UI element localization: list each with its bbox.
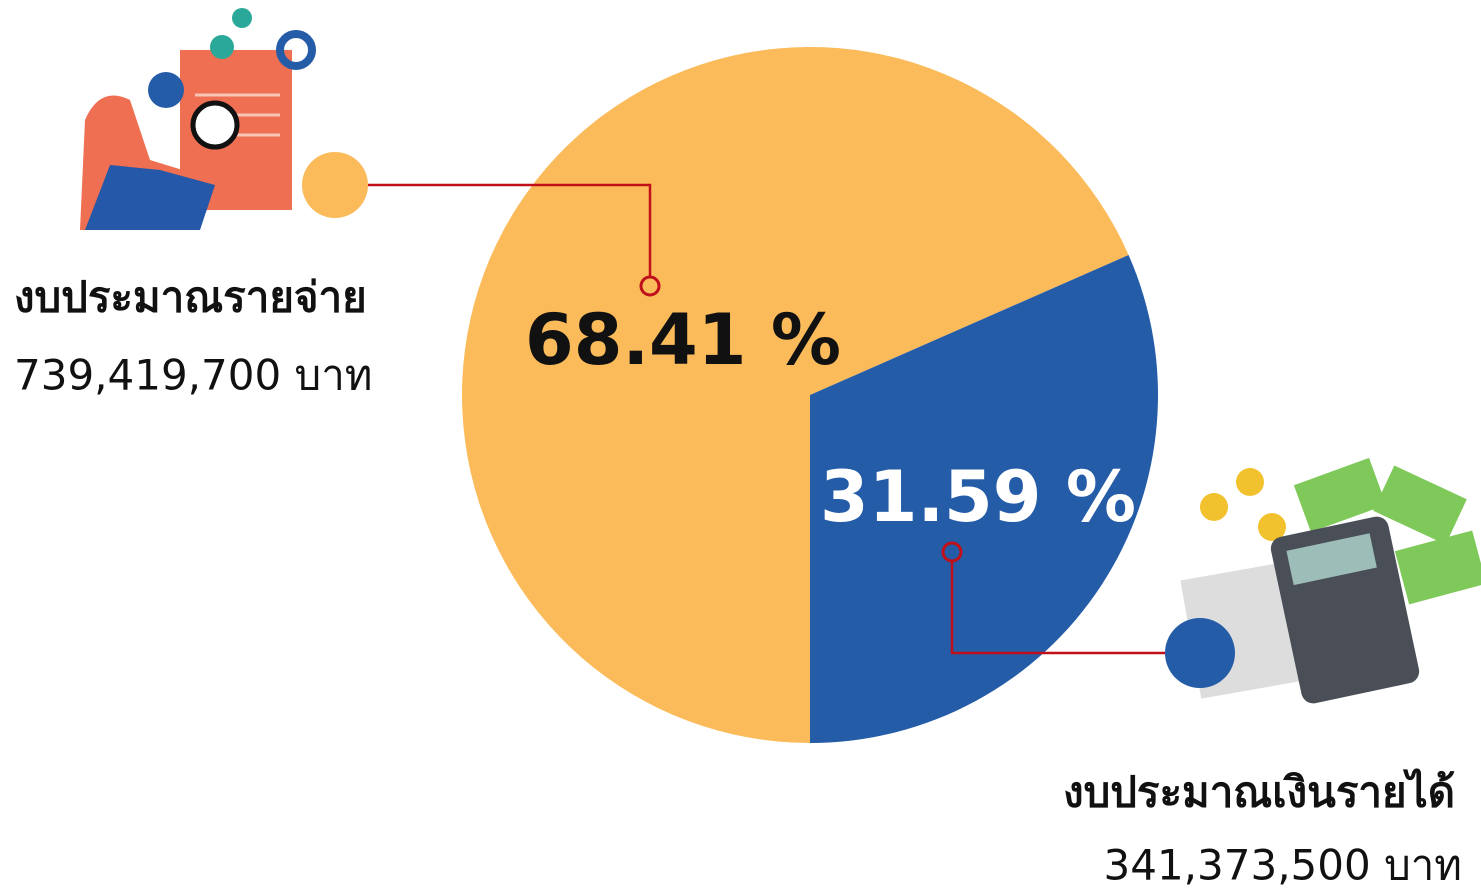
coin — [1236, 468, 1264, 496]
coin — [148, 72, 184, 108]
leader-dot — [1165, 618, 1235, 688]
amount-label: 341,373,500 บาท — [1104, 841, 1462, 890]
category-label: งบประมาณเงินรายได้ — [1063, 768, 1455, 817]
leader-dot — [302, 152, 368, 218]
banknote — [1395, 530, 1481, 604]
magnifier — [193, 103, 237, 147]
coin — [210, 35, 234, 59]
value-label: 68.41 % — [525, 299, 841, 381]
amount-label: 739,419,700 บาท — [14, 351, 372, 400]
pie — [462, 47, 1158, 743]
chart: งบประมาณรายจ่าย 739,419,700 บาท งบประมาณ… — [0, 0, 1481, 896]
category-label: งบประมาณรายจ่าย — [14, 273, 367, 322]
coin — [232, 8, 252, 28]
expense-illustration — [80, 8, 312, 230]
page: งบประมาณรายจ่าย 739,419,700 บาท งบประมาณ… — [0, 0, 1481, 896]
value-label: 31.59 % — [820, 456, 1136, 538]
coin — [1200, 493, 1228, 521]
